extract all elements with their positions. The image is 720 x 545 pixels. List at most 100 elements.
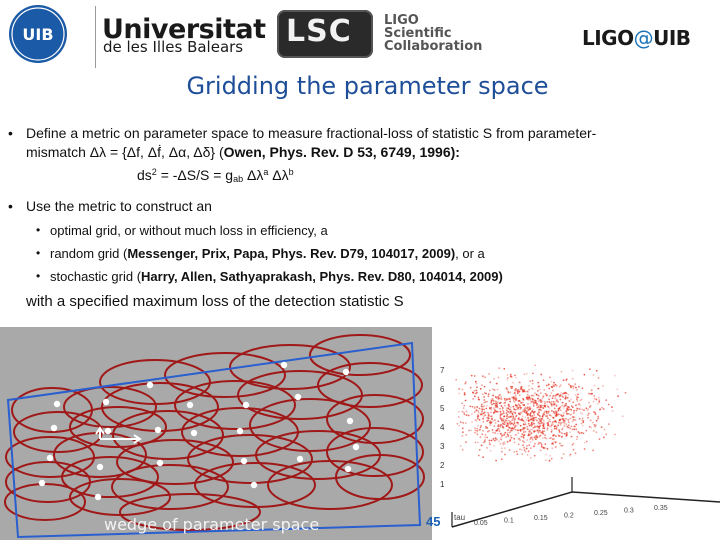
scatter-point <box>538 417 540 420</box>
scatter-point <box>498 402 501 405</box>
scatter-point <box>529 380 532 383</box>
template-ellipse <box>5 461 91 503</box>
scatter-point <box>592 400 595 403</box>
scatter-point <box>593 397 596 400</box>
scatter-point <box>576 398 578 400</box>
scatter-point <box>561 415 563 417</box>
scatter-point <box>554 413 556 415</box>
scatter-point <box>458 424 460 427</box>
scatter-point <box>553 440 556 443</box>
scatter-point <box>558 421 560 424</box>
scatter-point <box>544 405 547 407</box>
scatter-point <box>522 430 525 433</box>
scatter-point <box>505 412 508 415</box>
scatter-point <box>518 381 521 384</box>
template-point <box>352 443 360 451</box>
scatter-point <box>559 419 561 422</box>
scatter-point <box>506 374 509 376</box>
scatter-point <box>510 373 512 376</box>
scatter-point <box>578 432 581 435</box>
scatter-point <box>562 453 565 455</box>
scatter-point <box>512 415 514 417</box>
scatter-point <box>595 369 598 372</box>
scatter-point <box>590 426 593 429</box>
scatter-point <box>549 454 552 457</box>
scatter-point <box>497 425 499 428</box>
scatter-point <box>553 395 555 397</box>
scatter-point <box>553 403 556 406</box>
scatter-point <box>575 388 578 391</box>
scatter-point <box>561 427 564 430</box>
scatter-point <box>563 422 566 425</box>
scatter-point <box>508 426 511 429</box>
scatter-point <box>554 425 556 428</box>
scatter-point <box>521 417 523 420</box>
sub-item-text: stochastic grid ( <box>50 269 142 284</box>
scatter-point <box>504 453 506 456</box>
scatter-point <box>496 405 498 408</box>
scatter-point <box>533 436 536 439</box>
scatter-point <box>546 427 549 430</box>
scatter-point <box>541 430 544 432</box>
scatter-point <box>580 422 583 425</box>
scatter-point <box>474 419 477 421</box>
scatter-point <box>492 399 495 402</box>
scatter-point <box>594 413 597 415</box>
scatter-point <box>504 418 507 421</box>
template-ellipse <box>69 406 167 448</box>
scatter-point <box>481 375 484 378</box>
scatter-point <box>544 402 546 405</box>
scatter-point <box>496 388 499 391</box>
scatter-point <box>535 429 538 432</box>
scatter-point <box>532 394 535 397</box>
scatter-point <box>534 426 536 429</box>
scatter-point <box>533 431 535 433</box>
scatter-point <box>536 425 538 428</box>
scatter-point <box>568 426 571 429</box>
scatter-point <box>614 433 616 436</box>
scatter-point <box>570 435 573 438</box>
scatter-point <box>551 395 554 397</box>
scatter-point <box>537 430 539 432</box>
uib-logo-text: UIB <box>22 25 53 44</box>
scatter-point <box>529 412 532 415</box>
scatter-point <box>569 427 572 430</box>
template-ellipse <box>309 334 411 376</box>
scatter-point <box>532 419 535 422</box>
scatter-point <box>492 402 495 405</box>
scatter-point <box>527 409 530 412</box>
template-point <box>94 493 102 501</box>
scatter-point <box>519 400 521 403</box>
scatter-point <box>494 422 497 424</box>
sub-item-stochastic-grid: stochastic grid (Harry, Allen, Sathyapra… <box>50 269 503 284</box>
scatter-point <box>524 407 527 409</box>
scatter-point <box>499 410 502 413</box>
scatter-point <box>522 444 524 447</box>
scatter-point <box>522 440 524 442</box>
scatter-point <box>499 411 502 413</box>
scatter-point <box>495 438 498 441</box>
scatter-point <box>527 405 529 408</box>
scatter-point <box>484 414 487 417</box>
scatter-point <box>514 426 516 429</box>
scatter-point <box>524 416 527 419</box>
scatter-point <box>491 418 493 420</box>
scatter-point <box>542 419 545 422</box>
formula-part: Δλ <box>243 167 264 183</box>
scatter-point <box>530 401 533 403</box>
scatter-point <box>565 402 568 405</box>
scatter-point <box>500 436 502 439</box>
scatter-point <box>497 411 499 413</box>
scatter-point <box>560 444 563 447</box>
scatter-y-tick: 6 <box>440 385 445 394</box>
closing-line: with a specified maximum loss of the det… <box>26 293 404 310</box>
scatter-point <box>560 391 563 394</box>
scatter-point <box>528 444 531 446</box>
scatter-point <box>477 396 480 399</box>
scatter-point <box>502 418 505 420</box>
scatter-point <box>508 412 511 415</box>
scatter-point <box>575 438 578 441</box>
scatter-x-tick: 0.2 <box>564 513 574 520</box>
scatter-point <box>473 407 476 409</box>
scatter-point <box>533 418 536 421</box>
